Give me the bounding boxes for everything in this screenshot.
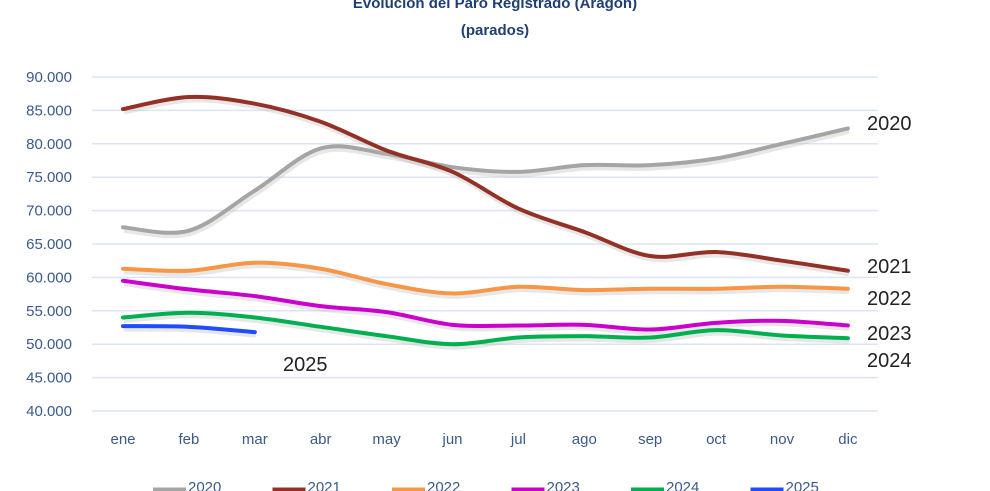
series-label-2025: 2025 [283,354,328,376]
series-line-2020 [121,126,850,235]
x-tick-label: oct [706,431,727,448]
series-line-2021 [121,94,850,273]
y-tick-label: 90.000 [26,69,72,86]
series-line-2024 [121,310,850,347]
x-tick-label: sep [638,431,662,448]
x-tick-label: mar [242,431,268,448]
x-tick-label: jul [510,431,526,448]
chart-title: Evolución del Paro Registrado (Aragón) [353,0,637,12]
y-tick-label: 65.000 [26,236,72,253]
x-tick-label: jun [441,431,462,448]
y-tick-label: 85.000 [26,102,72,119]
legend-label-2021: 2021 [308,479,341,491]
series-label-2023: 2023 [867,323,912,345]
x-tick-label: dic [838,431,858,448]
x-tick-label: ago [572,431,597,448]
y-tick-label: 60.000 [26,269,72,286]
legend-label-2023: 2023 [547,479,580,491]
series-line-2023 [121,278,850,332]
series-label-2021: 2021 [867,256,912,278]
legend-label-2020: 2020 [188,479,221,491]
x-tick-label: nov [770,431,795,448]
y-tick-label: 50.000 [26,336,72,353]
y-tick-label: 80.000 [26,136,72,153]
series-line-2022 [121,260,850,296]
x-tick-label: ene [110,431,135,448]
x-tick-label: abr [310,431,332,448]
series-label-2024: 2024 [867,350,912,372]
series-line-2025 [121,324,257,335]
chart-subtitle: (parados) [461,22,529,39]
series-label-2022: 2022 [867,288,912,310]
legend-label-2024: 2024 [666,479,699,491]
x-tick-label: may [372,431,401,448]
y-tick-label: 75.000 [26,169,72,186]
series-label-2020: 2020 [867,113,912,135]
legend-label-2025: 2025 [786,479,819,491]
y-tick-label: 70.000 [26,203,72,220]
y-tick-label: 45.000 [26,370,72,387]
y-tick-label: 55.000 [26,303,72,320]
y-tick-label: 40.000 [26,403,72,420]
legend-label-2022: 2022 [427,479,460,491]
x-tick-label: feb [178,431,199,448]
